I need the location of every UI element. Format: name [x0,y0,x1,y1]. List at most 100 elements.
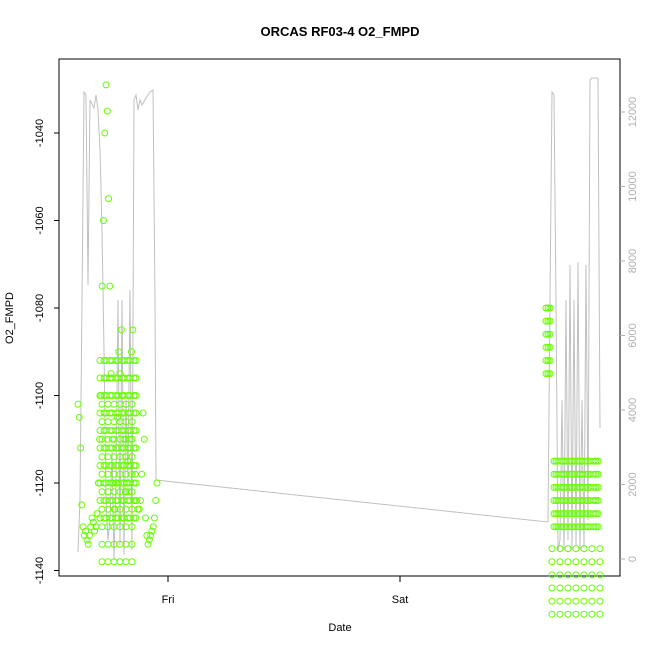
y2-tick-label: 12000 [627,97,639,128]
y-tick-label: -1140 [34,557,46,584]
data-point [542,304,550,312]
data-point [128,348,136,356]
data-point [566,510,574,518]
data-point [590,497,598,504]
data-point [564,558,572,566]
data-point [132,497,140,504]
data-point [572,584,580,592]
data-point [77,444,85,452]
data-point [580,545,588,553]
data-point [130,514,138,522]
data-point [102,81,110,89]
data-point [98,282,106,290]
data-point [130,374,138,382]
data-point [550,483,558,491]
data-point [550,470,558,478]
data-point [74,400,82,408]
data-point [588,558,596,566]
data-point [85,532,93,539]
data-point [566,523,574,531]
data-point [544,343,552,351]
data-point [572,545,580,553]
data-point [556,584,564,592]
data-point [101,129,109,137]
data-point [96,435,104,443]
data-point [566,497,574,504]
data-point [130,409,138,417]
data-point [548,610,556,618]
data-point [128,470,136,478]
data-point [128,540,136,548]
data-point [130,444,138,452]
data-point [107,370,115,378]
data-point [150,514,158,522]
data-point [572,610,580,618]
y2-tick-label: 8000 [627,249,639,273]
data-point [544,357,552,364]
data-point [546,317,554,325]
data-point [558,497,566,504]
data-point [580,610,588,618]
data-point [594,497,602,504]
data-point [153,479,161,487]
data-point [572,558,580,566]
data-point [574,457,582,465]
data-point [116,370,124,378]
data-point [132,444,140,452]
data-point [582,483,590,491]
data-point [149,523,157,531]
data-point [556,610,564,618]
y2-tick-label: 6000 [627,323,639,347]
data-point [544,317,552,325]
data-point [82,527,90,535]
altitude-line [77,77,601,561]
data-point [546,357,554,364]
data-point [558,457,566,465]
y2-tick-label: 2000 [627,472,639,496]
data-point [542,330,550,338]
data-point [135,505,143,513]
data-point [588,545,596,553]
altitude-series [77,77,601,561]
x-tick-label: Fri [162,594,175,606]
data-point [564,584,572,592]
data-point [564,597,572,605]
data-point [144,540,152,548]
data-point [580,558,588,566]
data-point [548,584,556,592]
chart-title: ORCAS RF03-4 O2_FMPD [261,24,420,39]
y2-tick-label: 0 [627,556,639,562]
data-point [550,497,558,504]
data-point [132,374,140,382]
data-point [88,514,96,522]
data-point [132,479,140,487]
data-point [574,497,582,504]
data-point [572,597,580,605]
data-point [588,610,596,618]
data-point [139,409,147,417]
data-point [592,497,600,504]
data-point [132,392,140,399]
data-point [596,584,604,592]
y-tick-label: -1080 [34,294,46,322]
data-point [544,330,552,338]
data-point [594,510,602,518]
data-point [117,326,125,334]
data-point [105,195,113,203]
data-point [130,392,138,399]
data-point [556,558,564,566]
data-point [558,483,566,491]
y2-tick-label: 4000 [627,398,639,422]
axes: -1040 -1060 -1080 -1100 -1120 -1140 12000 10000… [34,97,639,606]
data-point [128,505,136,513]
data-point [128,453,136,461]
y-tick-label: -1040 [34,119,46,147]
data-point [556,571,564,579]
data-point [582,497,590,504]
data-point [594,470,602,478]
data-point [78,501,86,509]
data-point [132,514,140,522]
data-point [84,540,92,548]
data-point [574,523,582,531]
data-point [590,523,598,531]
